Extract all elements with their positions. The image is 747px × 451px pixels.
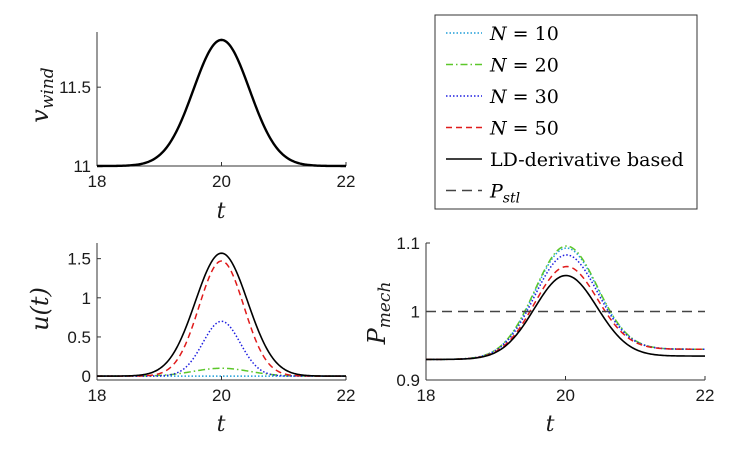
u-ylabel: u(t) [26,287,54,331]
vwind-xtick-label: 20 [212,172,231,191]
u-series-ld [97,252,346,377]
u-series-n30 [97,320,346,377]
vwind-ytick-label: 11 [73,157,91,176]
vwind-panel: vwind t 18 20 22 11 11.5 [26,32,355,224]
legend-label-n30: N = 30 [489,86,559,108]
vwind-ylabel: vwind [26,67,58,122]
legend-label-ld: LD-derivative based [490,149,684,171]
pmech-ytick-label: 0.9 [396,371,420,390]
vwind-series-ld [97,38,346,168]
legend-label-pstl: Pstl [489,181,520,207]
pmech-series-ld [426,274,705,361]
pmech-series-n10 [426,247,706,361]
u-xtick-label: 20 [212,386,231,405]
legend-label-n50: N = 50 [489,118,559,140]
u-ytick-label: 0.5 [67,328,91,347]
pmech-series-n30 [426,254,705,361]
pmech-series-n20 [426,245,706,361]
pmech-ytick-label: 1.1 [396,234,420,253]
pmech-xtick-label: 20 [556,386,575,405]
pmech-panel: Pmech t 18 20 22 0.9 1 1.1 [363,234,714,437]
u-panel: u(t) t 18 20 22 0 0.5 1 1.5 [26,243,355,437]
vwind-xtick-label: 22 [337,172,356,191]
pmech-ytick-label: 1 [411,303,420,322]
legend: N = 10 N = 20 N = 30 N = 50 LD-derivative ba… [434,14,698,210]
vwind-ylabel-sub: wind [38,67,58,109]
u-xlabel: t [217,412,226,437]
pmech-series-n50 [426,265,705,361]
u-xtick-label: 22 [337,386,356,405]
pmech-ylabel: Pmech [363,282,395,346]
u-series-n50 [97,260,346,377]
vwind-xlabel: t [217,199,226,224]
legend-label-n20: N = 20 [489,55,559,77]
u-ytick-label: 1.5 [67,250,91,269]
pmech-xtick-label: 18 [417,386,436,405]
legend-box [434,14,698,210]
vwind-ylabel-main: v [26,109,54,123]
pmech-ylabel-main: P [363,327,391,345]
u-ytick-label: 1 [82,289,91,308]
pmech-ylabel-sub: mech [375,282,395,329]
pmech-xlabel: t [546,412,555,437]
vwind-ytick-label: 11.5 [59,78,91,97]
pmech-xtick-label: 22 [696,386,715,405]
u-ytick-label: 0 [82,367,91,386]
u-xtick-label: 18 [88,386,107,405]
vwind-xtick-label: 18 [88,172,107,191]
legend-label-n10: N = 10 [489,23,559,45]
